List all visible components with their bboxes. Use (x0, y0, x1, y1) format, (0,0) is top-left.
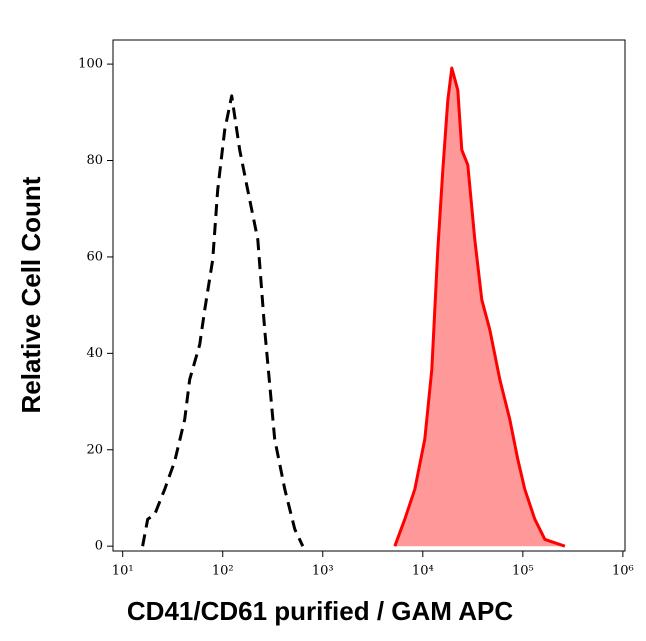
y-tick-label: 0 (95, 539, 103, 554)
y-tick-label: 40 (86, 346, 103, 361)
y-tick-label: 60 (86, 249, 103, 264)
x-tick-label: 10² (212, 564, 234, 579)
y-tick-label: 20 (86, 442, 103, 457)
y-tick-label: 100 (78, 57, 103, 72)
x-tick-label: 10³ (312, 564, 334, 579)
x-tick-label: 10⁵ (512, 564, 534, 579)
y-tick-label: 80 (86, 153, 103, 168)
series-line (141, 94, 305, 547)
y-axis-title: Relative Cell Count (16, 176, 46, 413)
x-tick-label: 10⁴ (412, 564, 434, 579)
area (394, 68, 565, 547)
series-line (393, 66, 566, 548)
x-axis-title: CD41/CD61 purified / GAM APC (127, 596, 513, 626)
plot-frame (112, 39, 626, 552)
x-tick-label: 10¹ (112, 564, 134, 579)
x-tick-label: 10⁶ (612, 564, 634, 579)
